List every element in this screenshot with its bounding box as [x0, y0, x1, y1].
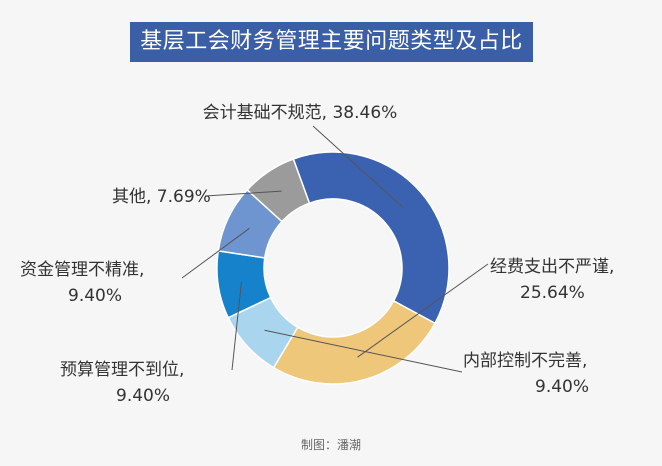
slice-label-4-value: 9.40% [116, 386, 170, 406]
slice-label-2: 经费支出不严谨, [490, 257, 614, 277]
leader-line-1 [312, 125, 404, 208]
slice-label-6: 其他, 7.69% [112, 187, 211, 207]
leader-line-6 [204, 190, 282, 197]
slice-label-2-value: 25.64% [520, 283, 585, 303]
leader-line-2 [357, 263, 489, 358]
leader-line-3 [264, 329, 463, 373]
slice-label-3-value: 9.40% [535, 377, 589, 397]
slice-label-5: 资金管理不精准, [20, 260, 144, 280]
chart-credit: 制图：潘潮 [300, 438, 361, 452]
leader-line-4 [231, 281, 243, 371]
donut-slice-1 [292, 151, 450, 325]
donut-slice-6 [246, 158, 311, 223]
slice-label-5-value: 9.40% [68, 286, 122, 306]
chart-title: 基层工会财务管理主要问题类型及占比 [130, 22, 533, 62]
slice-label-1: 会计基础不规范, 38.46% [203, 103, 398, 123]
slice-label-4: 预算管理不到位, [60, 360, 184, 380]
donut-slice-2 [272, 299, 436, 385]
leader-line-5 [181, 227, 250, 279]
slice-label-3: 内部控制不完善, [463, 351, 587, 371]
